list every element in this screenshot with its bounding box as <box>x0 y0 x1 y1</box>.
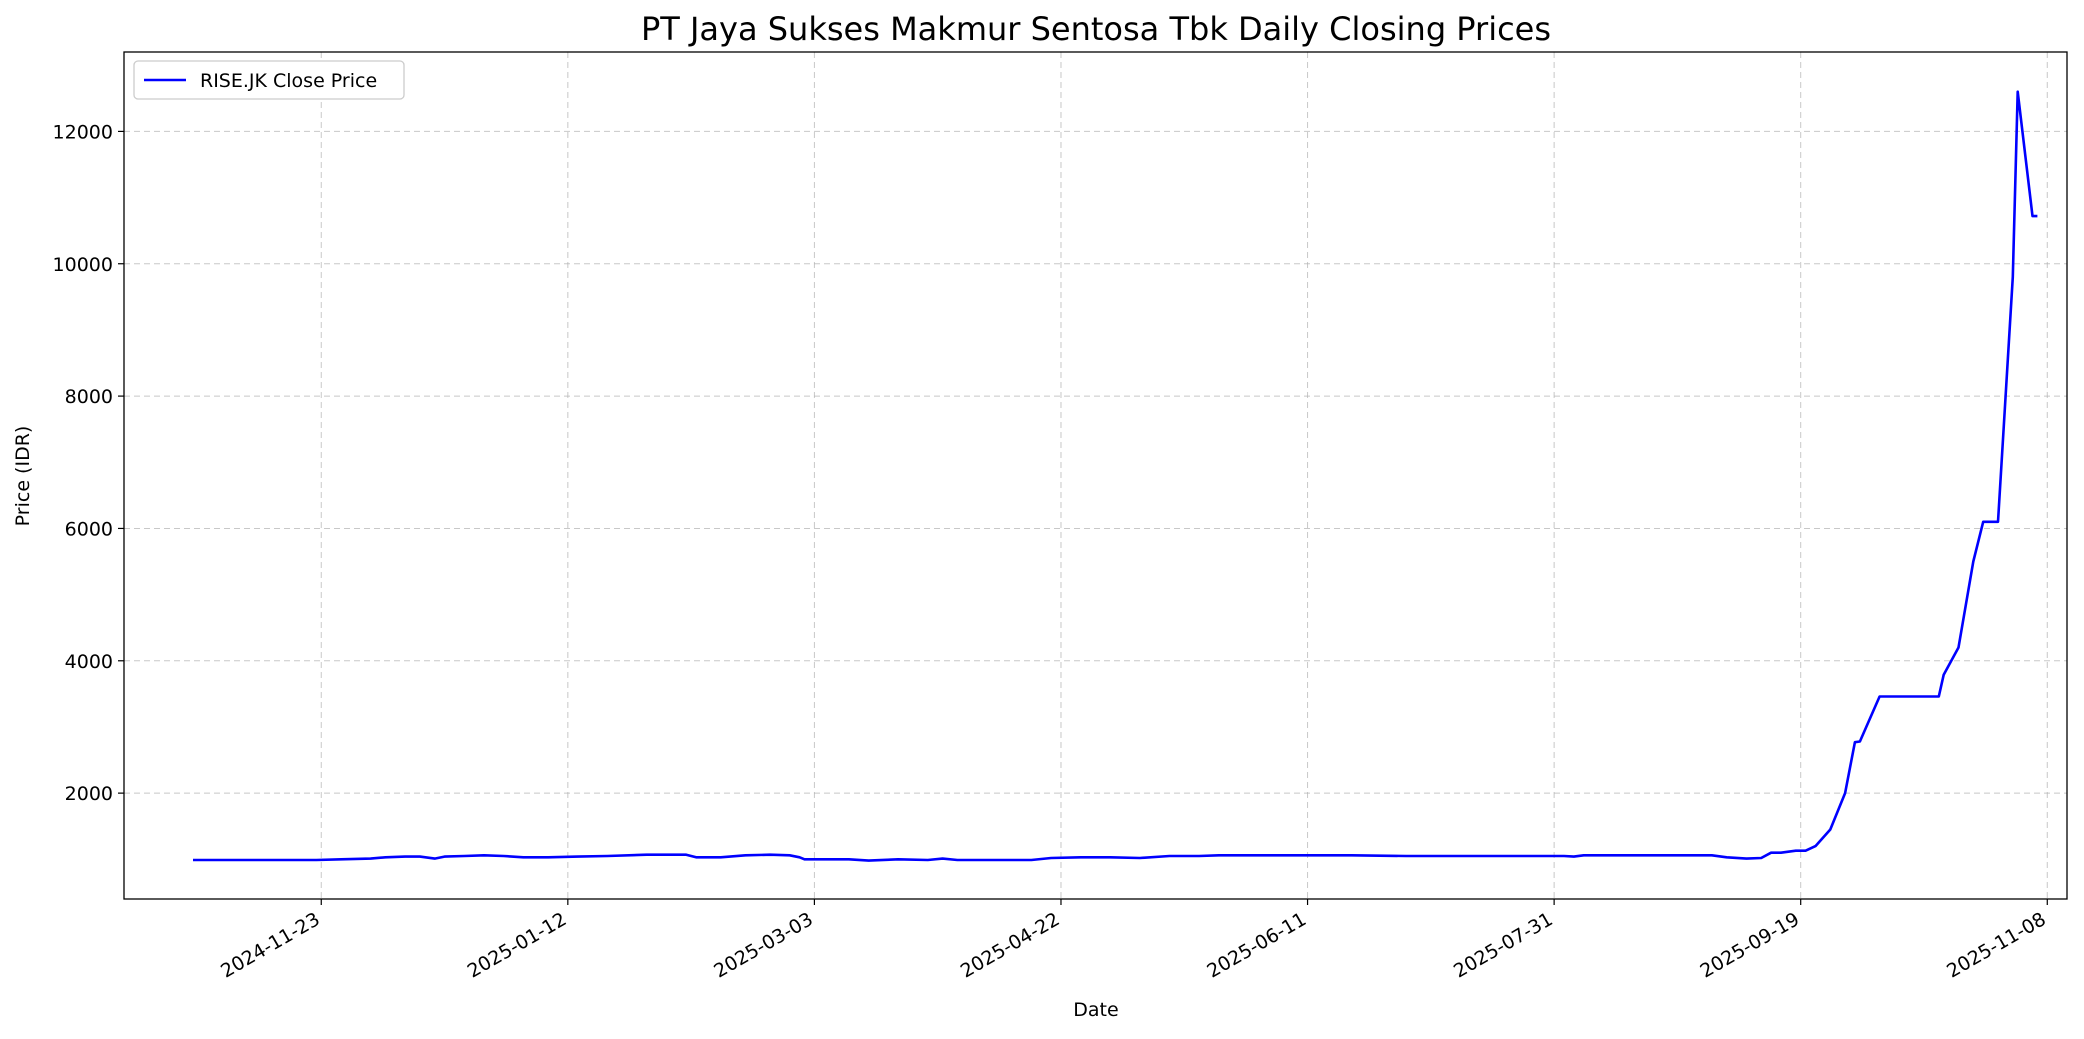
y-tick-label: 6000 <box>65 518 113 540</box>
series-line-close-price <box>193 90 2038 862</box>
grid <box>124 52 2067 899</box>
y-tick-label: 4000 <box>65 651 113 673</box>
plot-area-frame <box>123 51 2068 900</box>
x-axis-label: Date <box>1073 999 1118 1021</box>
y-tick-label: 8000 <box>65 386 113 408</box>
series-layer <box>193 90 2038 862</box>
y-axis-label: Price (IDR) <box>12 426 34 527</box>
legend[interactable]: RISE.JK Close Price <box>133 60 405 100</box>
chart-title: PT Jaya Sukses Makmur Sentosa Tbk Daily … <box>641 10 1551 48</box>
y-axis-ticks: 2000 4000 6000 8000 10000 12000 <box>53 121 124 805</box>
y-tick-label: 12000 <box>53 121 113 143</box>
y-tick-label: 10000 <box>53 254 113 276</box>
legend-box <box>133 60 405 100</box>
legend-label: RISE.JK Close Price <box>200 70 377 92</box>
y-tick-label: 2000 <box>65 783 113 805</box>
